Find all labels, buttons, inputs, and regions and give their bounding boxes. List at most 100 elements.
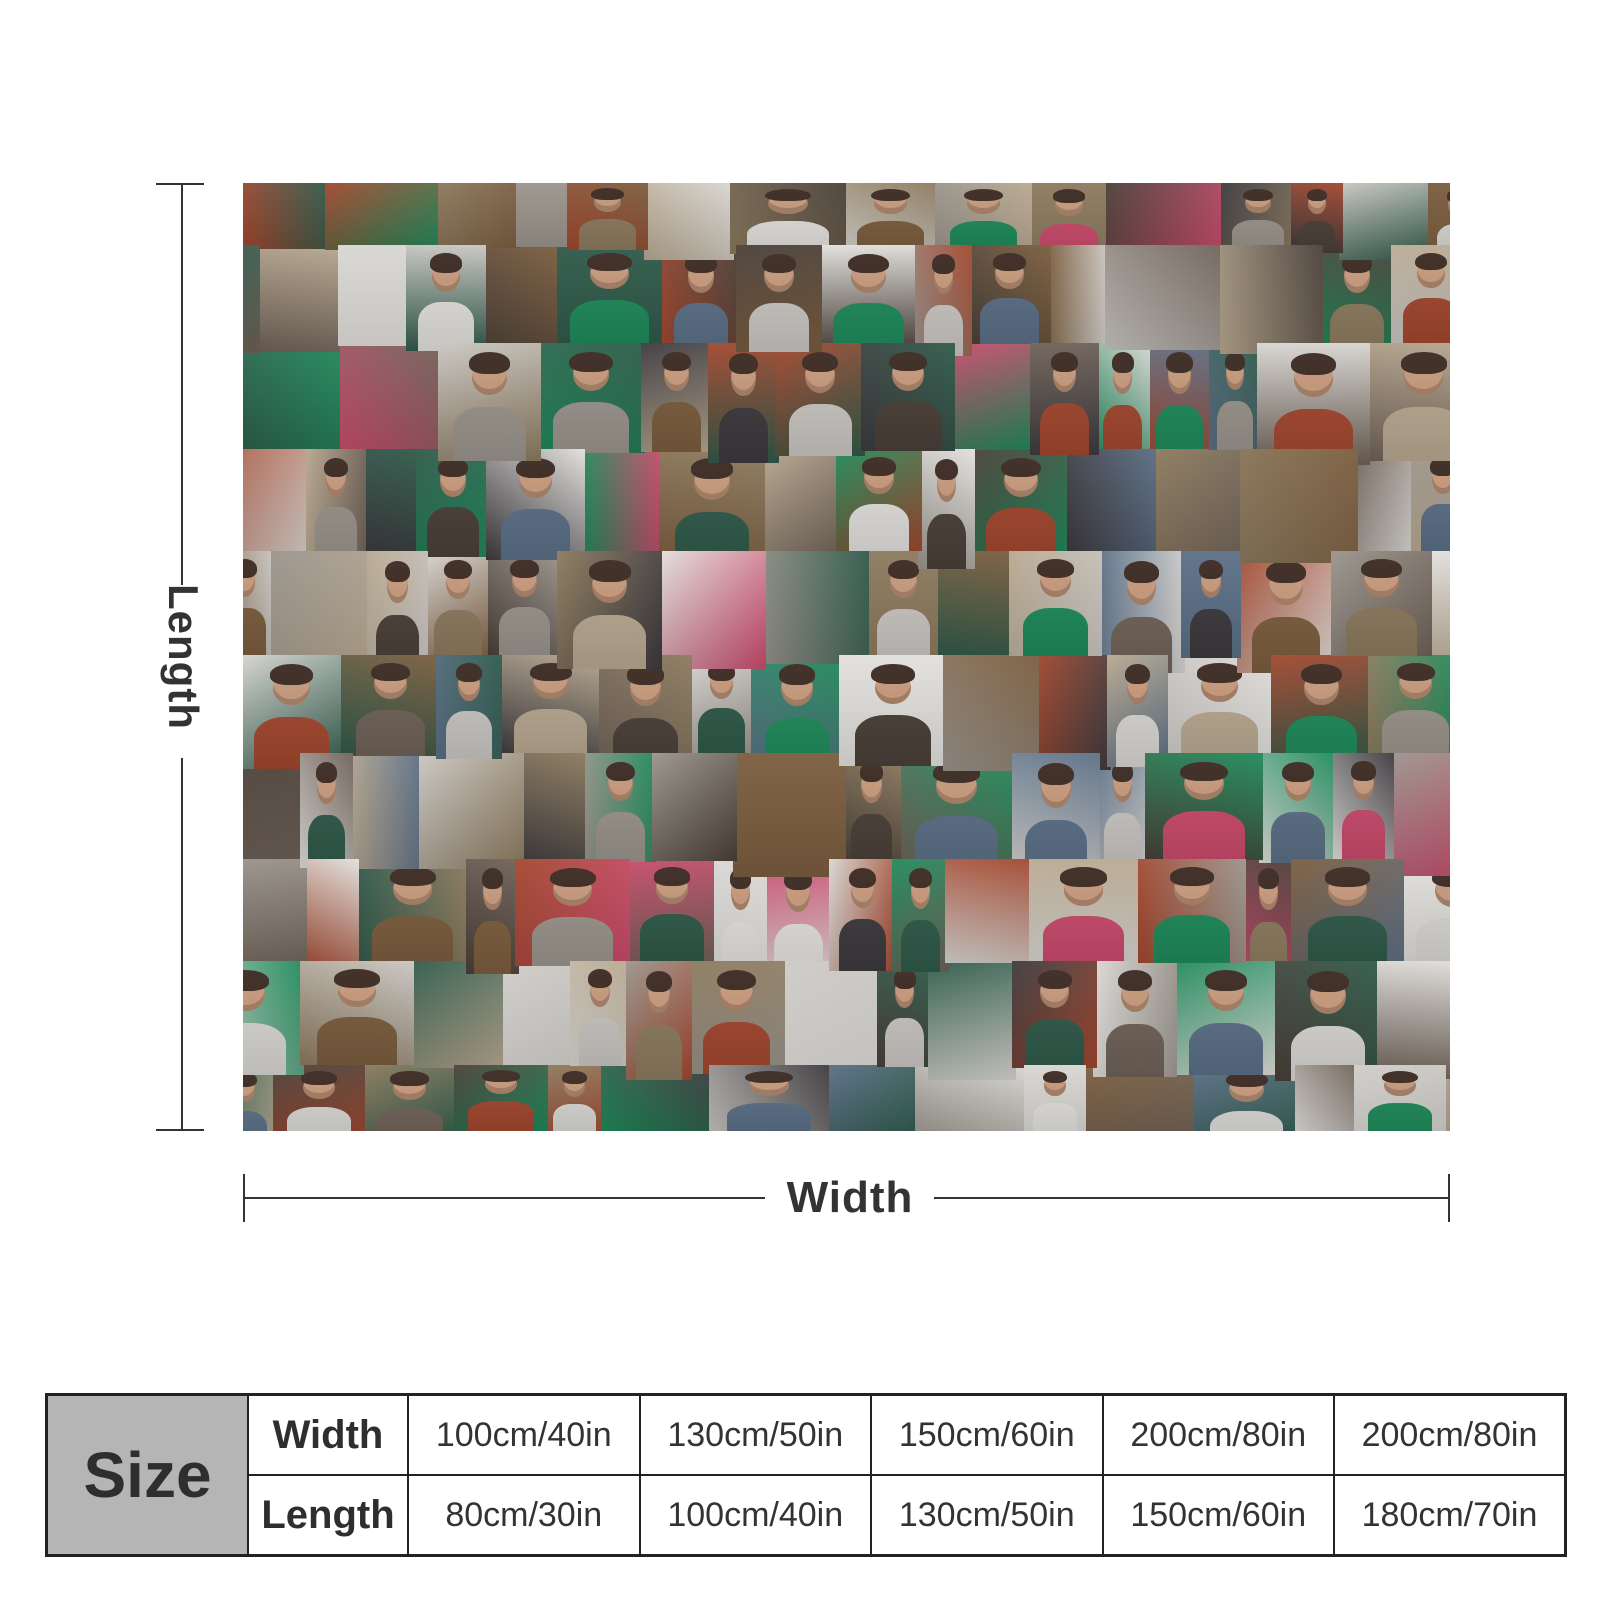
- collage-photo-tile: [424, 551, 492, 660]
- length-cell: 150cm/60in: [1101, 1474, 1335, 1557]
- person-hair: [1037, 969, 1072, 989]
- person-torso: [355, 709, 426, 756]
- person-torso: [1105, 1023, 1165, 1077]
- person-hair: [893, 969, 916, 989]
- table-row-length: Length 80cm/30in 100cm/40in 130cm/50in 1…: [47, 1474, 1567, 1557]
- collage-photo-tile: [416, 449, 490, 557]
- tile-shading: [1390, 753, 1450, 876]
- collage-photo-tile: [306, 449, 366, 556]
- tile-shading: [658, 551, 766, 669]
- tile-shading: [243, 183, 329, 249]
- collage-photo-tile: [644, 183, 734, 260]
- length-cell: 180cm/70in: [1333, 1474, 1567, 1557]
- person-torso: [875, 401, 941, 451]
- collage-photo-tile: [1146, 343, 1213, 458]
- person-hair: [562, 1070, 587, 1084]
- person-hair: [1324, 867, 1371, 887]
- collage-photo-tile: [658, 551, 766, 669]
- person-torso: [1188, 1022, 1264, 1075]
- person-hair: [549, 867, 596, 887]
- person-hair: [455, 663, 483, 683]
- collage-photo-tile: [641, 343, 712, 452]
- collage-photo-tile: [557, 551, 662, 669]
- person-torso: [1209, 1110, 1284, 1131]
- collage-photo-tile: [515, 859, 630, 966]
- collage-photo-tile: [662, 245, 740, 353]
- tile-shading: [243, 245, 260, 353]
- person-hair: [909, 868, 932, 889]
- size-title-cell: Size: [45, 1393, 249, 1557]
- person-torso: [1420, 504, 1450, 551]
- person-hair: [859, 762, 884, 783]
- person-hair: [1301, 664, 1342, 685]
- collage-photo-tile: [775, 343, 865, 456]
- length-line-top: [181, 183, 183, 585]
- length-label: Length: [160, 584, 207, 730]
- collage-photo-tile: [1093, 961, 1177, 1077]
- person-torso: [651, 401, 702, 452]
- collage-photo-tile: [243, 753, 304, 875]
- person-torso: [1383, 406, 1450, 461]
- collage-photo-tile: [520, 753, 589, 871]
- tile-shading: [256, 245, 342, 352]
- collage-photo-tile: [341, 655, 440, 756]
- collage-photo-tile: [570, 961, 630, 1066]
- collage-photo-tile: [1366, 343, 1450, 461]
- collage-photo-tile: [652, 753, 737, 861]
- collage-photo-tile: [307, 859, 359, 973]
- tile-shading: [781, 961, 881, 1075]
- collage-photo-tile: [1012, 961, 1097, 1068]
- person-torso: [885, 1018, 924, 1067]
- person-torso: [1033, 1103, 1077, 1131]
- length-bottom-tick: [156, 1129, 204, 1131]
- collage-photo-tile: [1411, 449, 1450, 551]
- person-torso: [572, 614, 647, 669]
- person-torso: [1346, 607, 1417, 656]
- person-torso: [1307, 916, 1388, 965]
- person-hair: [729, 352, 758, 375]
- person-hair: [1124, 560, 1159, 583]
- person-hair: [764, 188, 812, 202]
- collage-photo-tile: [1331, 551, 1432, 656]
- collage-photo-tile: [1047, 245, 1109, 347]
- person-hair: [1204, 970, 1248, 991]
- width-label: Width: [786, 1173, 914, 1222]
- collage-photo-tile: [488, 551, 561, 655]
- person-hair: [606, 761, 635, 782]
- person-hair: [591, 188, 624, 201]
- person-face: [243, 1076, 255, 1103]
- width-line-left: [243, 1197, 765, 1199]
- person-hair: [1111, 352, 1134, 373]
- person-torso: [243, 1110, 267, 1131]
- collage-photo-tile: [1333, 753, 1394, 859]
- tile-shading: [243, 449, 310, 564]
- person-hair: [802, 352, 838, 373]
- person-hair: [1001, 457, 1041, 478]
- person-hair: [1400, 352, 1447, 374]
- person-torso: [986, 507, 1056, 558]
- collage-photo-tile: [516, 183, 571, 247]
- person-hair: [964, 188, 1003, 202]
- person-hair: [370, 663, 411, 682]
- person-hair: [315, 762, 338, 783]
- person-torso: [1342, 810, 1385, 859]
- collage-photo-tile: [367, 551, 428, 670]
- person-face: [1448, 193, 1450, 216]
- collage-photo-tile: [730, 183, 846, 254]
- person-hair: [509, 559, 540, 579]
- tile-shading: [1295, 1065, 1358, 1131]
- person-hair: [888, 559, 919, 579]
- collage-photo-tile: [688, 961, 785, 1074]
- collage-photo-tile: [436, 655, 502, 759]
- width-right-tick: [1448, 1174, 1450, 1222]
- person-torso: [595, 811, 646, 862]
- person-torso: [639, 914, 705, 961]
- collage-photo-tile: [325, 183, 438, 250]
- collage-photo-tile: [498, 655, 603, 755]
- person-hair: [389, 867, 436, 887]
- tile-shading: [1047, 245, 1109, 347]
- person-hair: [1266, 560, 1306, 583]
- person-torso: [850, 814, 893, 866]
- person-hair: [1381, 1070, 1419, 1084]
- person-hair: [243, 970, 269, 991]
